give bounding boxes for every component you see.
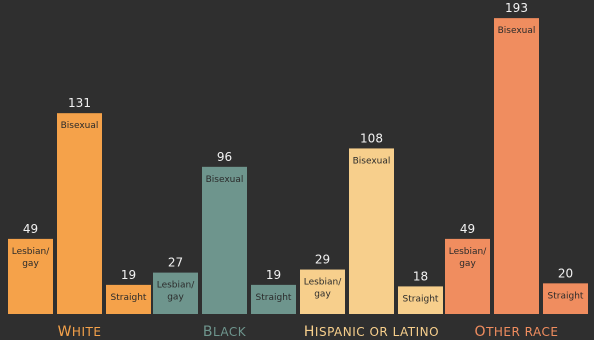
value-label: 131: [68, 96, 91, 110]
value-label: 19: [121, 268, 136, 282]
bar-inner-label: Bisexual: [61, 121, 99, 131]
bar-black-2: [251, 284, 296, 314]
bar-other-race-0: [445, 238, 490, 314]
bar-inner-label: Bisexual: [353, 156, 391, 166]
bar-black-1: [202, 166, 247, 314]
value-label: 96: [217, 150, 232, 164]
bar-hispanic-or-latino-2: [398, 286, 443, 314]
group-label-other-race: OTHER RACE: [475, 324, 559, 340]
bar-other-race-1: [494, 18, 539, 314]
bar-inner-label: Straight: [111, 293, 147, 303]
group-label-white: WHITE: [58, 324, 102, 340]
bar-other-race-2: [543, 283, 588, 314]
bar-inner-label: Bisexual: [498, 26, 536, 36]
labels-layer: 49 Lesbian/gay 131 Bisexual 19 Straight WHITE 2…: [12, 1, 584, 340]
bar-inner-label: Straight: [256, 293, 292, 303]
bar-inner-label: Lesbian/gay: [304, 278, 343, 300]
bar-white-0: [8, 238, 53, 314]
bar-inner-label: Lesbian/gay: [449, 247, 488, 269]
bar-hispanic-or-latino-0: [300, 269, 345, 314]
bar-inner-label: Lesbian/gay: [157, 281, 196, 303]
bar-white-2: [106, 284, 151, 314]
group-label-hispanic-or-latino: HISPANIC OR LATINO: [304, 324, 439, 340]
bar-inner-label: Bisexual: [206, 175, 244, 185]
bar-white-1: [57, 113, 102, 314]
bar-black-0: [153, 272, 198, 314]
value-label: 27: [168, 256, 183, 270]
value-label: 49: [23, 222, 38, 236]
value-label: 20: [558, 266, 573, 280]
value-label: 193: [505, 1, 528, 15]
bar-hispanic-or-latino-1: [349, 148, 394, 314]
bar-inner-label: Straight: [403, 294, 439, 304]
value-label: 49: [460, 222, 475, 236]
value-label: 29: [315, 253, 330, 267]
bar-inner-label: Straight: [548, 291, 584, 301]
group-label-black: BLACK: [203, 324, 247, 340]
value-label: 108: [360, 131, 383, 145]
value-label: 18: [413, 269, 428, 283]
value-label: 19: [266, 268, 281, 282]
bars-layer: [8, 18, 588, 314]
bar-inner-label: Lesbian/gay: [12, 247, 51, 269]
